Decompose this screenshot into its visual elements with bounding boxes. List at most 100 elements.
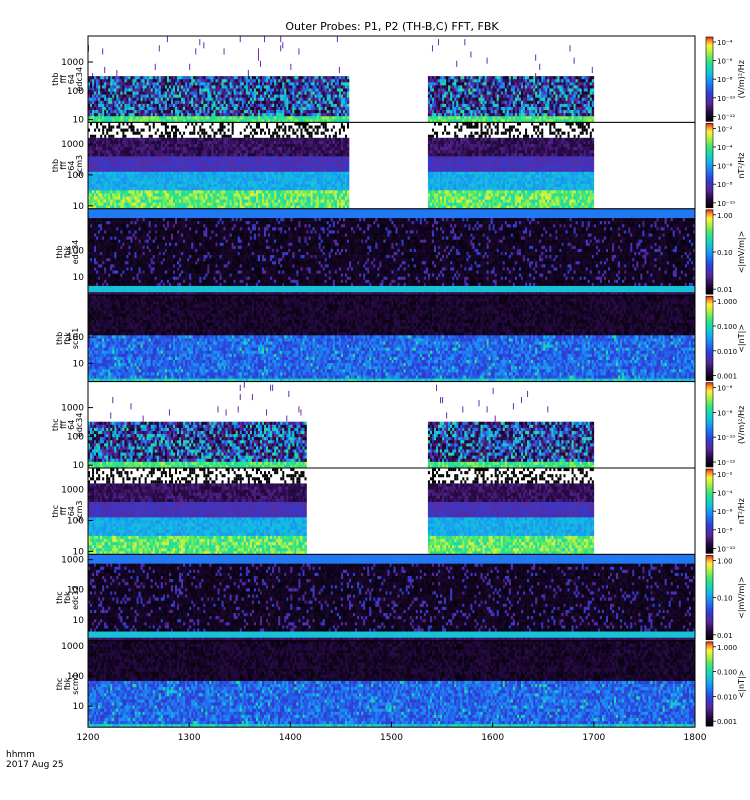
- spectral-cell: [255, 94, 259, 99]
- spectral-cell: [96, 150, 99, 154]
- spectral-cell: [205, 156, 208, 160]
- spectral-cell: [243, 85, 247, 89]
- spectral-cell: [221, 116, 224, 120]
- spectral-cell: [219, 110, 222, 114]
- spectral-cell: [482, 94, 485, 99]
- spectral-cell: [288, 110, 291, 114]
- spectral-cell: [268, 76, 271, 80]
- spectral-cell: [278, 113, 281, 117]
- spectral-cell: [181, 187, 184, 191]
- spectral-cell: [300, 76, 303, 80]
- spectral-cell: [191, 97, 194, 102]
- spectral-cell: [148, 91, 152, 95]
- spectral-cell: [563, 110, 566, 114]
- spectral-cell: [138, 162, 141, 166]
- spectral-cell: [496, 91, 500, 95]
- spectral-cell: [270, 110, 273, 114]
- spectral-cell: [259, 116, 263, 120]
- spectral-cell: [292, 88, 295, 92]
- spectral-cell: [172, 174, 176, 179]
- spectral-cell: [130, 122, 133, 126]
- spectral-cell: [438, 103, 441, 108]
- spectral-cell: [334, 79, 338, 83]
- spectral-cell: [229, 113, 232, 117]
- spectral-cell: [328, 103, 332, 108]
- spectral-cell: [207, 150, 210, 154]
- spectral-cell: [494, 97, 498, 102]
- spectral-cell: [551, 100, 554, 105]
- spectral-cell: [199, 103, 202, 108]
- spectral-cell: [498, 100, 502, 105]
- spectral-cell: [138, 181, 141, 185]
- spectral-cell: [247, 100, 251, 105]
- spectral-cell: [148, 88, 152, 92]
- spectral-cell: [328, 94, 332, 99]
- spectral-cell: [112, 140, 115, 145]
- spectral-cell: [140, 110, 143, 114]
- spectral-cell: [589, 88, 593, 92]
- spectral-cell: [282, 106, 285, 111]
- spectral-cell: [559, 113, 562, 117]
- spectral-cell: [102, 144, 105, 148]
- spectral-cell: [96, 97, 99, 102]
- spectral-cell: [229, 171, 232, 176]
- spectral-cell: [112, 147, 115, 151]
- spectral-cell: [187, 100, 190, 105]
- spectral-cell: [116, 181, 119, 185]
- spectral-cell: [116, 162, 119, 166]
- spectral-cell: [543, 100, 546, 105]
- spectral-cell: [223, 140, 226, 145]
- spectral-cell: [217, 177, 220, 182]
- spectral-cell: [146, 184, 149, 188]
- spectral-cell: [118, 119, 121, 123]
- spectral-cell: [102, 113, 105, 117]
- spectral-cell: [563, 76, 566, 80]
- spectral-cell: [314, 91, 317, 95]
- spectral-cell: [189, 103, 192, 108]
- spectral-cell: [498, 79, 502, 83]
- spectral-cell: [191, 94, 194, 99]
- spectral-cell: [102, 205, 105, 209]
- spectral-cell: [454, 91, 457, 95]
- spectral-cell: [168, 156, 172, 160]
- spectral-cell: [102, 140, 105, 145]
- spectral-cell: [312, 82, 315, 86]
- spectral-cell: [237, 113, 241, 117]
- spectral-cell: [104, 184, 107, 188]
- spectral-cell: [146, 150, 149, 154]
- spectral-cell: [197, 137, 200, 142]
- spectral-cell: [324, 91, 328, 95]
- spectral-cell: [444, 119, 447, 123]
- spectral-cell: [215, 171, 218, 176]
- spectral-cell: [164, 113, 168, 117]
- spectral-cell: [187, 177, 190, 182]
- spectral-cell: [334, 116, 338, 120]
- spectral-cell: [571, 91, 574, 95]
- spectral-cell: [136, 85, 139, 89]
- spectral-cell: [332, 119, 336, 123]
- spectral-cell: [330, 103, 334, 108]
- spectral-cell: [154, 205, 158, 209]
- spectral-cell: [209, 144, 212, 148]
- spectral-cell: [170, 168, 174, 173]
- spectral-cell: [286, 79, 289, 83]
- spectral-cell: [148, 193, 152, 197]
- spectral-cell: [438, 76, 441, 80]
- spectral-cell: [142, 88, 145, 92]
- spectral-cell: [100, 110, 103, 114]
- spectral-cell: [187, 202, 190, 207]
- spectral-cell: [177, 181, 180, 185]
- spectral-cell: [118, 79, 121, 83]
- spectral-cell: [183, 88, 186, 92]
- spectral-cell: [128, 156, 131, 160]
- spectral-cell: [225, 76, 228, 80]
- spectral-cell: [94, 202, 97, 207]
- spectral-cell: [168, 202, 172, 207]
- spectral-cell: [512, 76, 516, 80]
- spectral-cell: [235, 94, 239, 99]
- spectral-cell: [561, 94, 564, 99]
- spectral-cell: [185, 103, 188, 108]
- spectral-cell: [112, 94, 115, 99]
- spectral-cell: [282, 79, 285, 83]
- spectral-cell: [231, 113, 234, 117]
